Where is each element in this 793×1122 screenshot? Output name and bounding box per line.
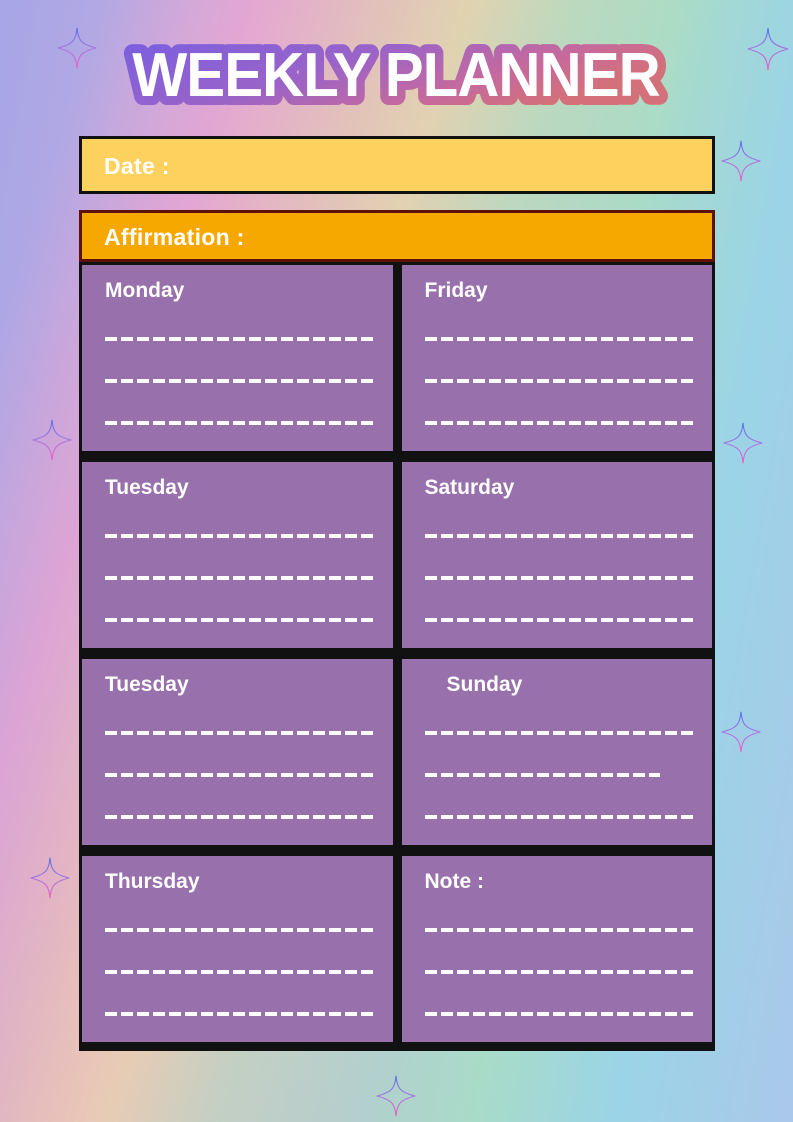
svg-text:WEEKLY PLANNER: WEEKLY PLANNER: [132, 40, 660, 109]
